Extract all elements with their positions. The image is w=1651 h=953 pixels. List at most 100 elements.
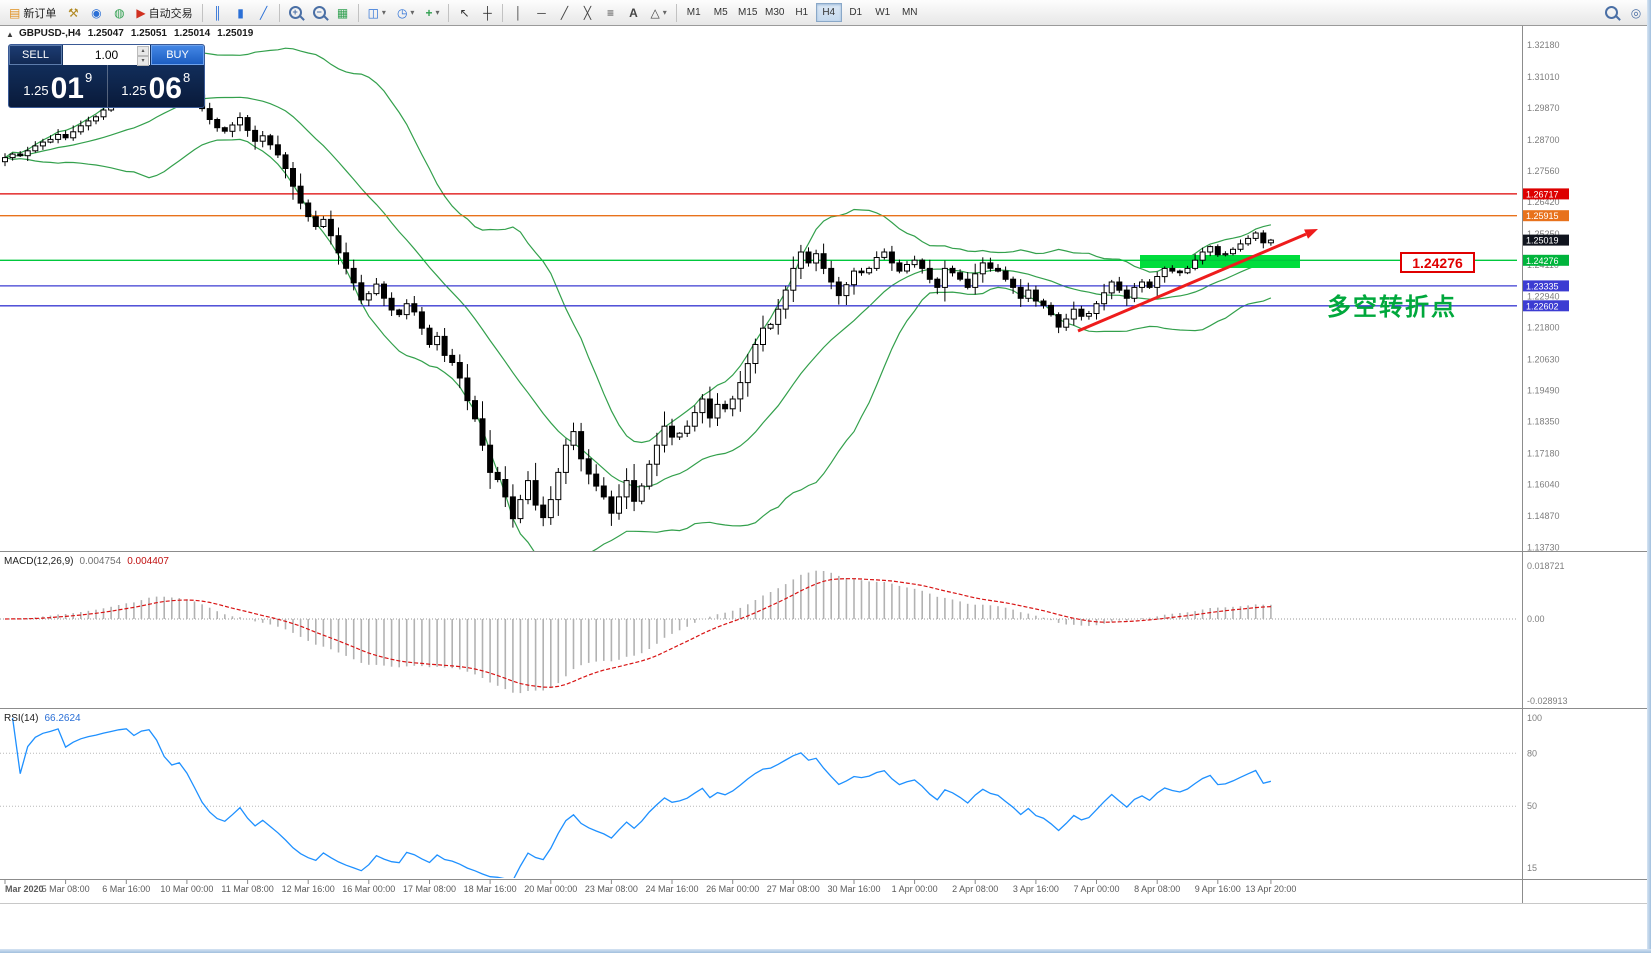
svg-text:-0.028913: -0.028913 [1527, 696, 1568, 706]
timeframe-m30[interactable]: M30 [762, 3, 788, 22]
svg-text:8 Apr 08:00: 8 Apr 08:00 [1134, 884, 1180, 894]
accounts-button[interactable]: ◉ [85, 2, 107, 23]
svg-text:1.25915: 1.25915 [1526, 211, 1559, 221]
spin-down-icon[interactable]: ▾ [137, 56, 149, 66]
toolbar-separator [278, 3, 280, 22]
timeframe-w1[interactable]: W1 [870, 3, 896, 22]
globe-icon: ◍ [114, 5, 125, 20]
new-order-button[interactable]: ▤ 新订单 [4, 2, 61, 23]
window-frame-bottom [0, 949, 1651, 953]
window-frame-right [1647, 0, 1651, 953]
candlestick-button[interactable]: ▮ [230, 2, 252, 23]
svg-text:11 Mar 08:00: 11 Mar 08:00 [221, 884, 273, 894]
svg-text:1.19490: 1.19490 [1527, 386, 1560, 396]
user-icon: ◉ [91, 5, 102, 20]
fibonacci-icon: ≡ [606, 5, 614, 20]
svg-text:0.00: 0.00 [1527, 614, 1545, 624]
one-click-trading-panel: SELL 1.00 ▴ ▾ BUY 1.25 01 9 1.25 06 8 [8, 44, 205, 108]
clock-icon: ◷ [396, 5, 408, 20]
svg-text:17 Mar 08:00: 17 Mar 08:00 [403, 884, 456, 894]
chart-ohlc-header: GBPUSD-,H4 1.25047 1.25051 1.25014 1.250… [19, 28, 253, 39]
text-icon: A [629, 5, 638, 20]
trendline-button[interactable]: ╱ [553, 2, 575, 23]
horizontal-line-button[interactable]: ─ [530, 2, 552, 23]
line-chart-button[interactable]: ╱ [253, 2, 275, 23]
tile-windows-button[interactable]: ▦ [332, 2, 354, 23]
symbol-period: GBPUSD-,H4 [19, 28, 81, 39]
timeframe-mn[interactable]: MN [897, 3, 923, 22]
cursor-button[interactable]: ↖ [453, 2, 475, 23]
new-chart-button[interactable]: ◫ ▾ [363, 2, 391, 23]
svg-text:1.14870: 1.14870 [1527, 511, 1560, 521]
bar-chart-button[interactable]: ║ [207, 2, 229, 23]
svg-text:15: 15 [1527, 863, 1537, 873]
plus-icon: + [425, 5, 433, 20]
rsi-value: 66.2624 [44, 713, 81, 724]
volume-spinner[interactable]: ▴ ▾ [137, 46, 149, 66]
bars-icon: ║ [213, 5, 222, 20]
svg-text:1.22602: 1.22602 [1526, 301, 1559, 311]
toolbar-separator [201, 3, 203, 22]
toolbar-separator [675, 3, 677, 22]
spin-up-icon[interactable]: ▴ [137, 46, 149, 56]
chevron-down-icon: ▾ [662, 7, 667, 17]
autotrading-button[interactable]: ▶ 自动交易 [131, 2, 197, 23]
shapes-button[interactable]: △ ▾ [645, 2, 671, 23]
community-button[interactable]: ◍ [108, 2, 130, 23]
svg-text:16 Mar 00:00: 16 Mar 00:00 [342, 884, 395, 894]
timeframe-h4[interactable]: H4 [815, 3, 842, 22]
layout-button[interactable]: ◎ [1625, 2, 1647, 23]
svg-text:1.28700: 1.28700 [1527, 135, 1560, 145]
search-button[interactable] [1600, 2, 1623, 23]
period-button[interactable]: ◷ ▾ [392, 2, 420, 23]
svg-text:5 Mar 08:00: 5 Mar 08:00 [42, 884, 90, 894]
hammer-icon: ⚒ [67, 5, 79, 20]
sell-button[interactable]: SELL [9, 45, 62, 65]
trendline-icon: ╱ [560, 5, 569, 20]
timeframe-m15[interactable]: M15 [735, 3, 761, 22]
buy-button[interactable]: BUY [151, 45, 204, 65]
play-icon: ▶ [136, 5, 146, 20]
vertical-line-button[interactable]: │ [507, 2, 529, 23]
svg-text:12 Mar 16:00: 12 Mar 16:00 [282, 884, 335, 894]
timeframe-d1[interactable]: D1 [843, 3, 869, 22]
volume-input[interactable]: 1.00 ▴ ▾ [63, 45, 150, 66]
channel-icon: ╳ [583, 5, 592, 20]
svg-text:20 Mar 00:00: 20 Mar 00:00 [524, 884, 577, 894]
svg-text:1.16040: 1.16040 [1527, 479, 1560, 489]
tile-icon: ▦ [336, 5, 349, 20]
svg-text:1.25250: 1.25250 [1527, 229, 1560, 239]
macd-indicator-label: MACD(12,26,9) 0.004754 0.004407 [4, 556, 169, 567]
fibonacci-button[interactable]: ≡ [599, 2, 621, 23]
zoom-in-icon: + [288, 6, 302, 19]
zoom-out-button[interactable]: − [308, 2, 331, 23]
crosshair-icon: ┼ [483, 5, 492, 20]
svg-text:1.26420: 1.26420 [1527, 197, 1560, 207]
rsi-indicator-label: RSI(14) 66.2624 [4, 713, 81, 724]
support-price-label[interactable]: 1.24276 [1400, 252, 1475, 273]
panel-collapse-arrow[interactable]: ▲ [6, 30, 14, 39]
layout-icon: ◎ [1630, 5, 1642, 20]
indicators-button[interactable]: + ▾ [420, 2, 444, 23]
zoom-in-button[interactable]: + [284, 2, 307, 23]
tools-button[interactable]: ⚒ [62, 2, 84, 23]
timeframe-m1[interactable]: M1 [681, 3, 707, 22]
timeframe-m5[interactable]: M5 [708, 3, 734, 22]
chevron-down-icon: ▾ [435, 7, 440, 17]
bid-price[interactable]: 1.25 01 9 [9, 65, 107, 107]
candle-icon: ▮ [237, 5, 244, 20]
channel-button[interactable]: ╳ [576, 2, 598, 23]
text-tool-button[interactable]: A [622, 2, 644, 23]
svg-text:1.13730: 1.13730 [1527, 542, 1560, 552]
volume-value: 1.00 [94, 48, 119, 62]
svg-text:1.31010: 1.31010 [1527, 72, 1560, 82]
search-icon [1605, 6, 1618, 19]
svg-text:1.22940: 1.22940 [1527, 292, 1560, 302]
svg-text:0.018721: 0.018721 [1527, 561, 1565, 571]
timeframe-h1[interactable]: H1 [789, 3, 815, 22]
ask-price[interactable]: 1.25 06 8 [106, 65, 205, 107]
svg-text:1 Apr 00:00: 1 Apr 00:00 [892, 884, 938, 894]
crosshair-button[interactable]: ┼ [476, 2, 498, 23]
svg-text:1.24276: 1.24276 [1526, 256, 1559, 266]
